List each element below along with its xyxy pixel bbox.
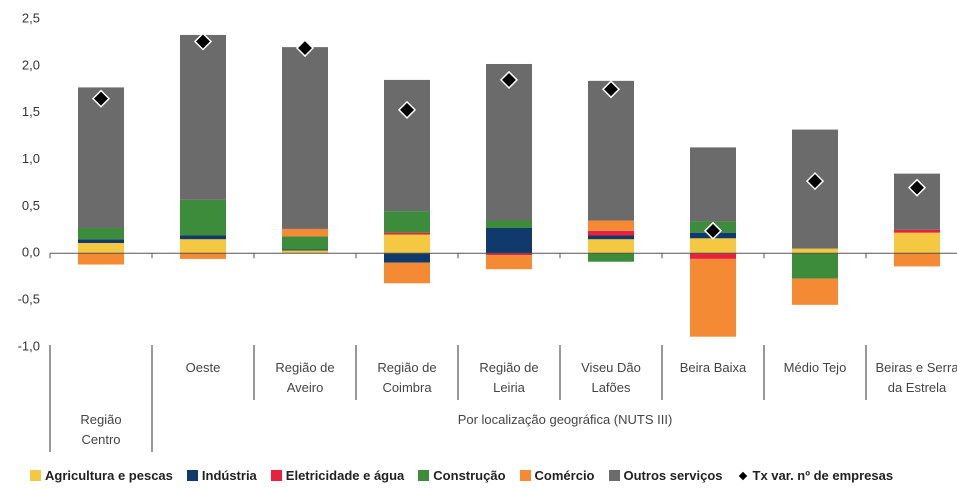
legend-item: Agricultura e pescas <box>30 468 173 483</box>
x-tick-label: Região Centro <box>80 412 122 447</box>
marker <box>907 178 927 197</box>
legend-label: Outros serviços <box>623 468 723 483</box>
bar-segment <box>486 220 532 228</box>
bar-segment <box>894 232 940 254</box>
bar-segment <box>486 255 532 270</box>
y-tick-label: 0,0 <box>22 245 40 260</box>
legend-swatch <box>270 470 282 481</box>
legend-label: Agricultura e pescas <box>45 468 173 483</box>
bar-segment <box>588 253 634 262</box>
bar-segment <box>486 227 532 254</box>
legend-swatch <box>738 471 747 480</box>
bar-segment <box>78 253 124 265</box>
x-tick-label: Beiras e Serra da Estrela <box>875 360 957 395</box>
bar-segment <box>690 258 736 337</box>
bar-segment <box>78 242 124 254</box>
legend-label: Comércio <box>534 468 595 483</box>
marker <box>805 172 825 191</box>
x-tick-label: Beira Baixa <box>679 360 747 375</box>
bar-segment <box>282 236 328 250</box>
bar-segment <box>180 253 226 259</box>
legend-item: Comércio <box>519 468 595 483</box>
legend-item: Construção <box>418 468 506 483</box>
legend-label: Indústria <box>201 468 257 483</box>
legend-swatch <box>608 470 620 481</box>
legend-swatch <box>418 470 430 481</box>
group-label: Por localização geográfica (NUTS III) <box>457 412 673 427</box>
legend-item: Indústria <box>186 468 257 483</box>
bar-segment <box>180 235 226 240</box>
x-tick-label: Oeste <box>185 360 221 375</box>
legend-swatch <box>30 470 41 481</box>
x-tick-label: Região de Aveiro <box>275 360 335 395</box>
legend-label: Construção <box>433 468 506 483</box>
bar-segment <box>384 232 430 235</box>
bar-segment <box>792 253 838 279</box>
bar-segment <box>894 229 940 233</box>
legend-item: Outros serviços <box>608 468 723 483</box>
legend: Agricultura e pescas Indústria Eletricidad… <box>30 468 893 483</box>
x-tick-label: Região de Leiria <box>479 360 539 395</box>
bar-segment <box>180 239 226 254</box>
bar-segment <box>588 220 634 231</box>
bar-segment <box>78 239 124 243</box>
bar-segment <box>588 80 634 221</box>
x-tick-label: Médio Tejo <box>783 360 847 375</box>
marker <box>499 70 519 89</box>
legend-label: Eletricidade e água <box>285 468 405 483</box>
legend-item: Tx var. nº de empresas <box>737 468 894 483</box>
y-tick-label: -0,5 <box>18 292 40 307</box>
legend-label: Tx var. nº de empresas <box>752 468 894 483</box>
bar-segment <box>588 239 634 254</box>
x-tick-label: Viseu Dão Lafões <box>581 360 641 395</box>
bar-segment <box>690 147 736 222</box>
bar-segment <box>792 248 838 254</box>
bar-segment <box>384 262 430 284</box>
x-tick-label: Região de Coimbra <box>377 360 437 395</box>
bar-segment <box>588 230 634 236</box>
bar-segment <box>180 199 226 236</box>
bar-segment <box>486 253 532 256</box>
bar-segment <box>282 228 328 237</box>
bar-segment <box>180 34 226 200</box>
marker <box>703 221 723 240</box>
bar-segment <box>282 47 328 229</box>
legend-swatch <box>186 470 198 481</box>
marker <box>601 80 621 99</box>
y-tick-label: 1,0 <box>22 151 40 166</box>
legend-swatch <box>519 470 531 481</box>
marker <box>193 32 213 51</box>
marker <box>91 89 111 108</box>
bar-segment <box>78 227 124 240</box>
bar-segment <box>282 249 328 251</box>
bar-segment <box>384 211 430 233</box>
y-tick-label: -1,0 <box>18 338 40 353</box>
bar-segment <box>78 87 124 228</box>
bar-segment <box>690 253 736 259</box>
y-tick-label: 1,5 <box>22 104 40 119</box>
bar-segment <box>384 79 430 212</box>
legend-item: Eletricidade e água <box>270 468 405 483</box>
bar-segment <box>588 235 634 240</box>
y-tick-label: 2,5 <box>22 10 40 25</box>
bar-segment <box>384 234 430 254</box>
marker <box>295 38 315 58</box>
plot: 2,5 2,0 1,5 1,0 0,5 0,0 -0,5 -1,0 <box>18 10 957 452</box>
marker <box>397 100 417 119</box>
bar-segment <box>384 253 430 263</box>
y-tick-label: 2,0 <box>22 57 40 72</box>
bar-segment <box>792 278 838 305</box>
bar-segment <box>486 63 532 221</box>
bar-segment <box>894 253 940 267</box>
bar-segment <box>690 238 736 254</box>
y-tick-label: 0,5 <box>22 198 40 213</box>
bar-segment <box>282 250 328 254</box>
